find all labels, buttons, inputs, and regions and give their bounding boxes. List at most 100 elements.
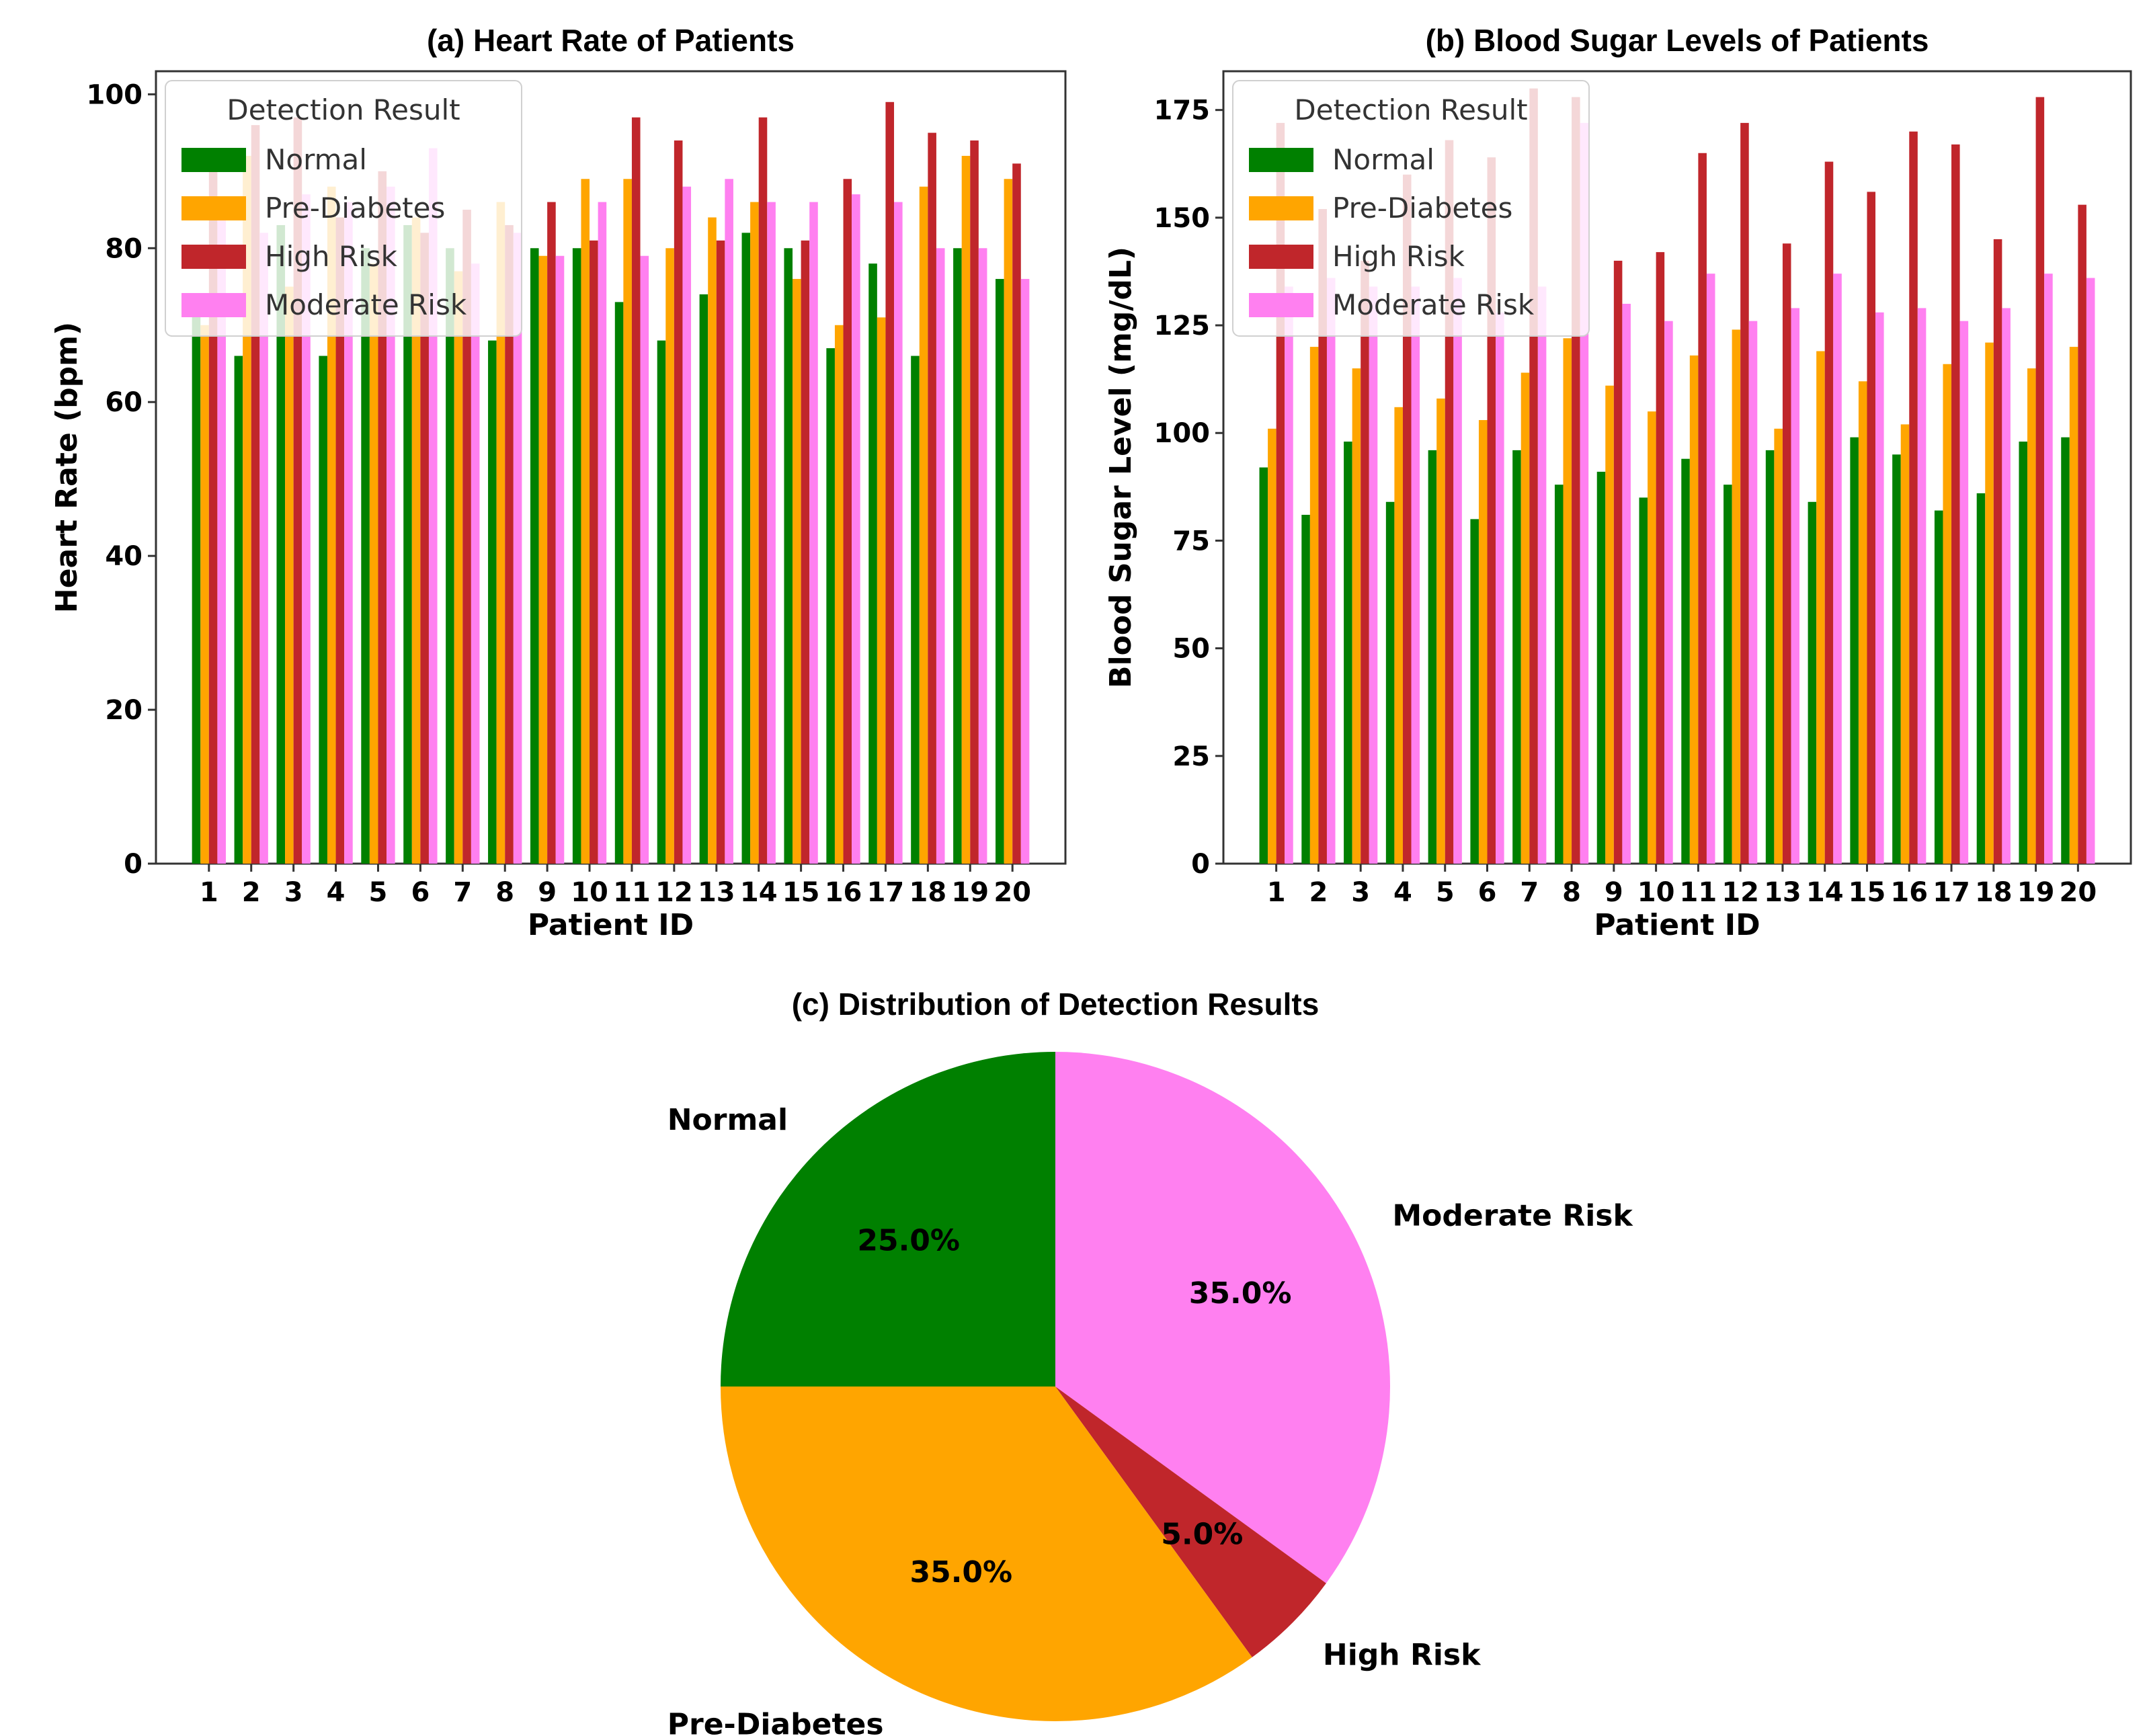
bar-pre-diabetes-patient-8 (496, 202, 505, 864)
bar-moderate-risk-patient-9 (555, 255, 565, 864)
bar-high-risk-patient-4 (1402, 174, 1412, 864)
x-tick-label: 17 (867, 877, 905, 908)
x-tick-label: 15 (1849, 877, 1886, 908)
bar-pre-diabetes-patient-15 (1858, 381, 1867, 864)
x-tick-label: 3 (1351, 877, 1370, 908)
bar-normal-patient-7 (1512, 450, 1521, 864)
y-tick-label: 75 (1172, 526, 1210, 556)
bar-high-risk-patient-15 (1867, 192, 1876, 864)
bar-normal-patient-18 (911, 356, 920, 864)
bar-pre-diabetes-patient-9 (538, 255, 548, 864)
y-tick-label: 175 (1154, 95, 1211, 126)
legend-swatch-normal (1249, 148, 1313, 172)
legend-label-high-risk: High Risk (1332, 240, 1465, 273)
bar-moderate-risk-patient-16 (852, 194, 860, 864)
bar-moderate-risk-patient-7 (1537, 286, 1547, 864)
bar-moderate-risk-patient-16 (1917, 308, 1927, 864)
bar-moderate-risk-patient-2 (259, 233, 268, 864)
bar-pre-diabetes-patient-10 (1648, 411, 1656, 864)
bar-pre-diabetes-patient-15 (793, 279, 801, 864)
bar-normal-patient-1 (192, 309, 201, 864)
bar-normal-patient-2 (234, 356, 243, 864)
x-tick-label: 2 (1309, 877, 1328, 908)
bar-normal-patient-5 (1428, 450, 1437, 864)
bar-normal-patient-18 (1976, 493, 1986, 864)
bar-moderate-risk-patient-14 (1833, 274, 1842, 864)
y-tick-label: 80 (105, 233, 143, 264)
bar-high-risk-patient-6 (420, 233, 429, 864)
x-tick-label: 7 (1520, 877, 1539, 908)
pie-label-pre-diabetes: Pre-Diabetes (667, 1707, 884, 1736)
bar-high-risk-patient-15 (801, 240, 810, 864)
bar-high-risk-patient-13 (716, 240, 725, 864)
x-tick-label: 14 (740, 877, 778, 908)
y-tick-label: 0 (124, 849, 143, 880)
x-tick-label: 4 (1393, 877, 1412, 908)
bar-high-risk-patient-14 (1824, 161, 1834, 864)
bar-normal-patient-4 (1385, 501, 1395, 864)
y-tick-label: 100 (87, 79, 143, 110)
x-tick-label: 11 (1680, 877, 1717, 908)
bar-pre-diabetes-patient-11 (623, 179, 632, 864)
x-tick-label: 8 (1562, 877, 1581, 908)
pie-percent-high-risk: 5.0% (1161, 1517, 1243, 1551)
bar-moderate-risk-patient-11 (1706, 274, 1715, 864)
bar-moderate-risk-patient-3 (302, 194, 311, 864)
bar-high-risk-patient-9 (1613, 260, 1623, 864)
bar-normal-patient-11 (1681, 458, 1690, 864)
pie-label-moderate-risk: Moderate Risk (1392, 1199, 1633, 1233)
legend-label-pre-diabetes: Pre-Diabetes (1332, 192, 1512, 224)
y-axis-label: Blood Sugar Level (mg/dL) (1104, 247, 1138, 688)
pie-percent-moderate-risk: 35.0% (1189, 1276, 1292, 1311)
bar-normal-patient-15 (1850, 437, 1859, 864)
chart-title: (c) Distribution of Detection Results (792, 987, 1320, 1022)
y-axis-label: Heart Rate (bpm) (50, 322, 84, 613)
bar-moderate-risk-patient-12 (682, 186, 692, 864)
x-tick-label: 16 (1890, 877, 1928, 908)
plot-frame (155, 70, 1067, 865)
bar-pre-diabetes-patient-18 (1985, 342, 1994, 864)
bar-moderate-risk-patient-1 (1285, 286, 1293, 864)
bar-normal-patient-8 (488, 340, 497, 864)
plot-frame (1222, 70, 2132, 865)
bar-moderate-risk-patient-1 (217, 210, 226, 864)
bar-moderate-risk-patient-10 (1664, 321, 1673, 864)
x-tick-label: 11 (613, 877, 651, 908)
bar-normal-patient-4 (319, 356, 327, 864)
y-tick-label: 150 (1154, 203, 1211, 234)
bar-moderate-risk-patient-18 (936, 248, 945, 864)
y-tick-label: 25 (1172, 741, 1210, 772)
bar-moderate-risk-patient-20 (1020, 279, 1030, 864)
x-tick-label: 19 (2017, 877, 2055, 908)
bar-normal-patient-2 (1301, 514, 1310, 864)
bar-high-risk-patient-13 (1782, 243, 1791, 864)
bar-moderate-risk-patient-17 (894, 202, 903, 864)
bar-high-risk-patient-12 (674, 140, 683, 864)
bar-normal-patient-19 (953, 248, 962, 864)
bar-pre-diabetes-patient-19 (961, 155, 971, 864)
bar-high-risk-patient-20 (2078, 204, 2086, 864)
x-tick-label: 6 (1478, 877, 1497, 908)
bar-pre-diabetes-patient-16 (834, 325, 844, 864)
distribution-pie-chart: (c) Distribution of Detection Results 25.… (667, 987, 1634, 1736)
x-tick-label: 13 (698, 877, 735, 908)
bar-normal-patient-16 (826, 348, 835, 864)
bar-moderate-risk-patient-15 (1875, 312, 1884, 864)
bar-moderate-risk-patient-15 (809, 202, 818, 864)
y-tick-label: 100 (1154, 418, 1211, 449)
bar-high-risk-patient-12 (1740, 122, 1749, 864)
bar-pre-diabetes-patient-1 (200, 325, 209, 864)
bar-normal-patient-13 (699, 294, 708, 864)
bar-moderate-risk-patient-6 (1496, 312, 1504, 864)
bar-pre-diabetes-patient-2 (1309, 347, 1319, 864)
bar-pre-diabetes-patient-17 (1943, 364, 1952, 864)
bar-high-risk-patient-7 (462, 210, 471, 864)
blood-sugar-chart: (b) Blood Sugar Levels of Patients025507… (1104, 23, 2132, 942)
bar-moderate-risk-patient-7 (471, 263, 480, 864)
bar-moderate-risk-patient-19 (2044, 274, 2053, 864)
bar-normal-patient-6 (1470, 519, 1479, 864)
bar-normal-patient-6 (403, 224, 412, 864)
bar-high-risk-patient-16 (843, 179, 852, 864)
pie-label-normal: Normal (667, 1103, 788, 1137)
bar-high-risk-patient-5 (378, 171, 387, 864)
